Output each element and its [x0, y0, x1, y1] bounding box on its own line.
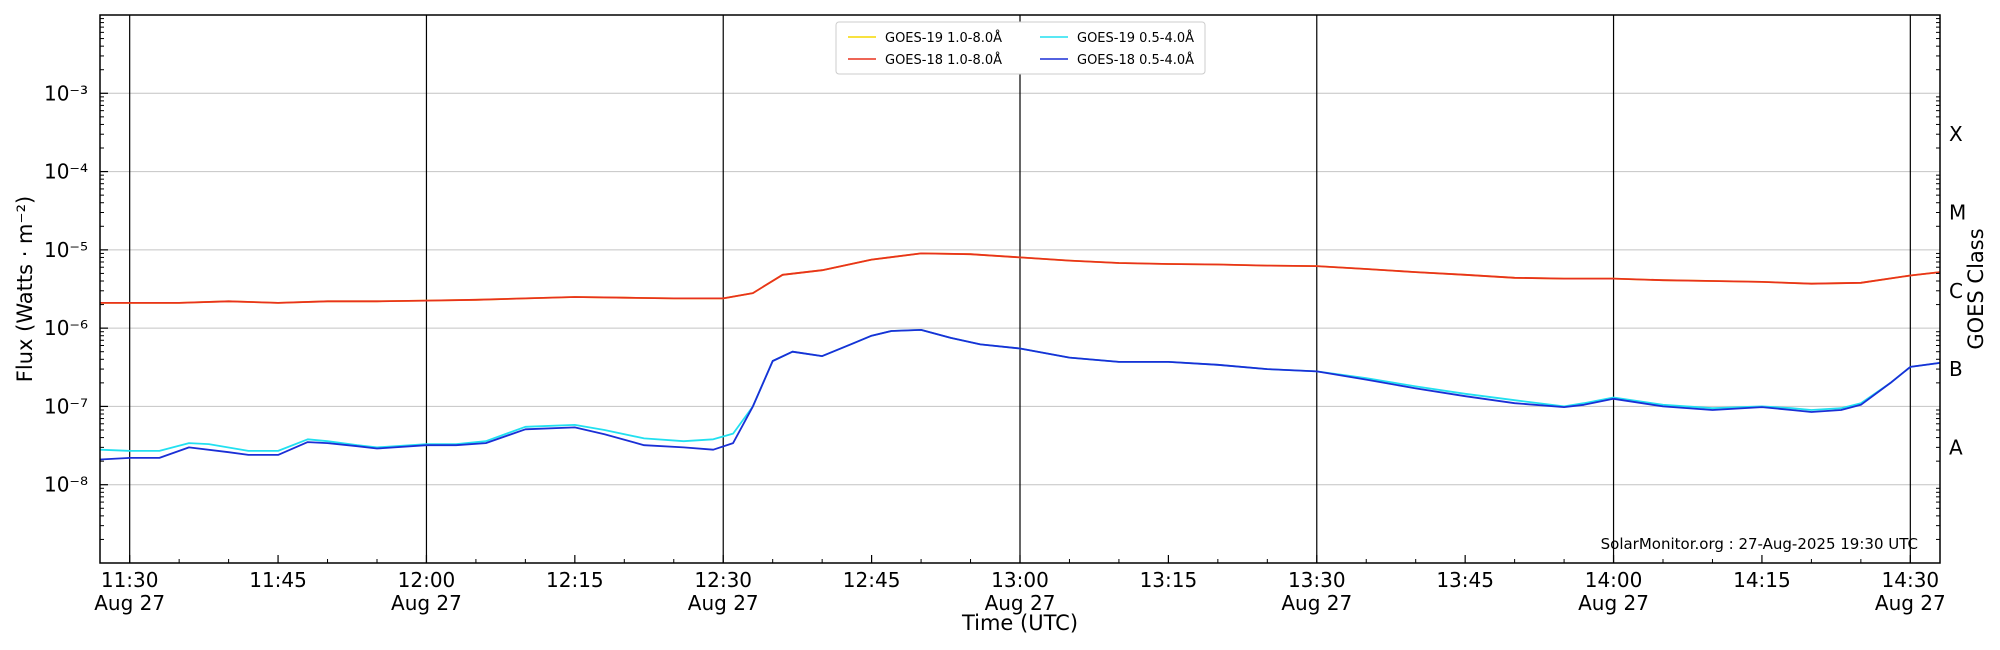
y-tick-label: 10⁻⁸ — [44, 473, 88, 497]
x-tick-label-date: Aug 27 — [1875, 591, 1946, 615]
y-tick-label: 10⁻⁷ — [44, 394, 88, 418]
x-tick-label-time: 12:30 — [694, 568, 752, 592]
y-tick-label: 10⁻³ — [44, 81, 88, 105]
x-tick-label-date: Aug 27 — [1578, 591, 1649, 615]
series-line-4 — [99, 328, 1941, 461]
plot-series — [99, 252, 1941, 461]
x-tick-label-time: 11:45 — [249, 568, 307, 592]
hour-separator-lines — [129, 15, 1911, 563]
legend-label-1: GOES-19 1.0-8.0Å — [885, 30, 1002, 46]
x-tick-label-date: Aug 27 — [688, 591, 759, 615]
legend-label-2: GOES-18 1.0-8.0Å — [885, 52, 1002, 68]
x-tick-label-time: 11:30 — [101, 568, 159, 592]
x-tick-label-date: Aug 27 — [94, 591, 165, 615]
x-tick-label-time: 12:15 — [546, 568, 604, 592]
goes-class-label-a: A — [1949, 435, 1963, 459]
x-axis-title: Time (UTC) — [961, 611, 1078, 635]
y2-axis-title: GOES Class — [1964, 228, 1988, 349]
legend: GOES-19 1.0-8.0Å GOES-18 1.0-8.0Å GOES-19 … — [835, 21, 1206, 75]
credit-text: SolarMonitor.org : 27-Aug-2025 19:30 UTC — [1601, 535, 1918, 553]
legend-box — [835, 21, 1206, 75]
legend-label-4: GOES-18 0.5-4.0Å — [1077, 52, 1194, 68]
x-tick-label-time: 14:00 — [1585, 568, 1643, 592]
y-axis-title: Flux (Watts · m⁻²) — [13, 196, 37, 382]
x-tick-label-time: 12:00 — [398, 568, 456, 592]
x-tick-label-date: Aug 27 — [1281, 591, 1352, 615]
goes-class-label-b: B — [1949, 357, 1963, 381]
x-tick-label-date: Aug 27 — [391, 591, 462, 615]
goes-class-labels: A B C M X — [1949, 122, 1966, 459]
axis-ticks — [100, 18, 1940, 563]
goes-class-label-x: X — [1949, 122, 1963, 146]
goes-class-label-c: C — [1949, 279, 1963, 303]
x-tick-label-time: 13:15 — [1140, 568, 1198, 592]
goes-class-label-m: M — [1949, 201, 1966, 225]
y-axis-tick-labels: 10⁻⁸ 10⁻⁷ 10⁻⁶ 10⁻⁵ 10⁻⁴ 10⁻³ — [44, 81, 88, 496]
x-tick-label-time: 14:15 — [1733, 568, 1791, 592]
x-tick-label-time: 13:30 — [1288, 568, 1346, 592]
x-tick-label-date: Aug 27 — [985, 591, 1056, 615]
x-tick-label-time: 14:30 — [1882, 568, 1940, 592]
x-tick-label-time: 13:00 — [991, 568, 1049, 592]
series-line-2 — [100, 252, 1941, 304]
y-tick-label: 10⁻⁶ — [44, 316, 88, 340]
y-tick-label: 10⁻⁴ — [44, 160, 88, 184]
x-tick-label-time: 12:45 — [843, 568, 901, 592]
y-tick-label: 10⁻⁵ — [44, 238, 88, 262]
legend-label-3: GOES-19 0.5-4.0Å — [1077, 30, 1194, 46]
x-tick-label-time: 13:45 — [1436, 568, 1494, 592]
